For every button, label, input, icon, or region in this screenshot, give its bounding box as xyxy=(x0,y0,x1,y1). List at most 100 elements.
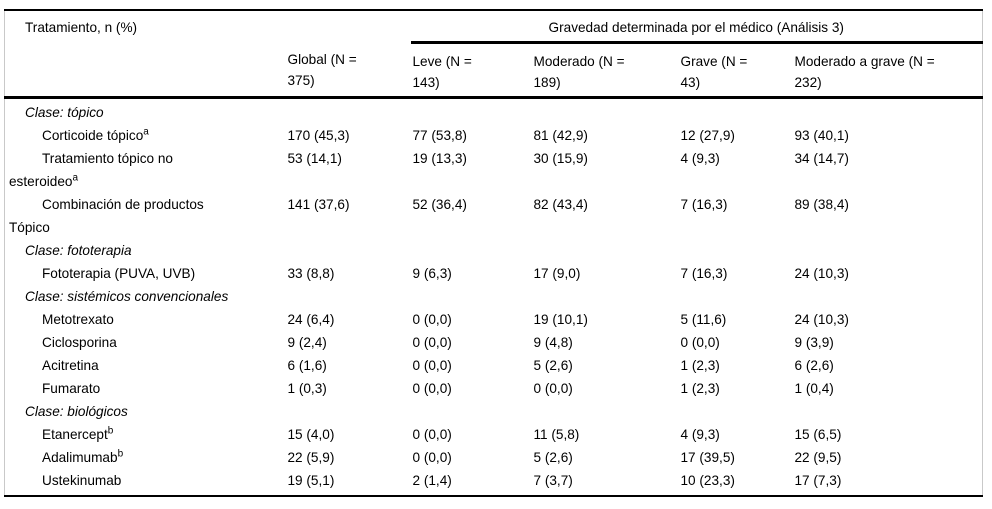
value-cell: 4 (9,3) xyxy=(680,150,720,166)
treatment-name-cell: Tratamiento tópico no esteroideoa xyxy=(5,147,286,193)
column-header-text: Moderado a grave (N = xyxy=(794,53,935,69)
treatment-row: Combinación de productos Tópico 141 (37,6)… xyxy=(5,193,983,239)
value-cell: 0 (0,0) xyxy=(533,380,573,396)
treatment-row: Fumarato 1 (0,3) 0 (0,0) 0 (0,0) 1 (2,3) 1 (0… xyxy=(5,377,983,400)
value-cell: 19 (5,1) xyxy=(287,472,335,488)
value-cell: 53 (14,1) xyxy=(287,150,342,166)
treatment-row: Acitretina 6 (1,6) 0 (0,0) 5 (2,6) 1 (2,3) 6 … xyxy=(5,354,983,377)
value-cell: 1 (2,3) xyxy=(680,357,720,373)
column-header: Moderado (N = 189) xyxy=(531,42,679,99)
treatment-name-cell: Metotrexato xyxy=(5,308,286,331)
column-header-row: Global (N = 375) Leve (N = 143) Moderado (N … xyxy=(4,42,983,99)
treatment-row: Metotrexato 24 (6,4) 0 (0,0) 19 (10,1) 5 (11… xyxy=(5,308,983,331)
group-header-spacer xyxy=(286,10,411,42)
value-cell: 34 (14,7) xyxy=(794,150,849,166)
column-header-text: 143) xyxy=(412,74,440,90)
value-cell: 6 (2,6) xyxy=(794,357,834,373)
treatment-name-text: Corticoide tópico xyxy=(42,127,144,143)
class-row: Clase: biológicos xyxy=(5,400,983,423)
class-label: Clase: tópico xyxy=(25,104,104,120)
value-cell: 6 (1,6) xyxy=(287,357,327,373)
column-header-text: 375) xyxy=(287,73,315,88)
treatment-name-text: Acitretina xyxy=(42,357,99,373)
treatment-name-cell: Acitretina xyxy=(5,354,286,377)
value-cell: 7 (16,3) xyxy=(680,196,728,212)
treatment-row: Tratamiento tópico no esteroideoa 53 (14,1… xyxy=(5,147,983,193)
column-header-text: 232) xyxy=(794,74,822,90)
value-cell: 15 (4,0) xyxy=(287,426,335,442)
value-cell: 5 (11,6) xyxy=(680,311,727,327)
value-cell: 82 (43,4) xyxy=(533,196,588,212)
value-cell: 0 (0,0) xyxy=(680,334,720,350)
value-cell: 4 (9,3) xyxy=(680,426,720,442)
footnote-marker: a xyxy=(143,125,149,137)
treatment-name-cell: Combinación de productos Tópico xyxy=(5,193,286,239)
value-cell: 170 (45,3) xyxy=(287,127,350,143)
treatment-name-cell: Fumarato xyxy=(5,377,286,400)
value-cell: 7 (16,3) xyxy=(680,265,728,281)
value-cell: 24 (10,3) xyxy=(794,265,849,281)
class-label: Clase: biológicos xyxy=(25,403,128,419)
value-cell: 17 (9,0) xyxy=(533,265,581,281)
footnote-marker: b xyxy=(107,424,114,436)
treatment-name-text: Etanercept xyxy=(42,426,108,442)
value-cell: 141 (37,6) xyxy=(287,196,350,212)
value-cell: 52 (36,4) xyxy=(412,196,467,212)
treatment-name-cell: Ustekinumab xyxy=(5,469,286,496)
value-cell: 0 (0,0) xyxy=(412,380,452,396)
value-cell: 93 (40,1) xyxy=(794,127,849,143)
class-row: Clase: fototerapia xyxy=(5,239,983,262)
class-row: Clase: sistémicos convencionales xyxy=(5,285,983,308)
table-body: Clase: tópico Corticoide tópicoa 170 (45,3… xyxy=(5,97,983,496)
value-cell: 81 (42,9) xyxy=(533,127,588,143)
class-label: Clase: sistémicos convencionales xyxy=(25,288,229,304)
value-cell: 11 (5,8) xyxy=(533,426,580,442)
treatment-name-cell: Ciclosporina xyxy=(5,331,286,354)
paper-table-page: Tratamiento, n (%) Gravedad determinada … xyxy=(0,9,992,509)
column-header: Global (N = 375) xyxy=(285,42,411,99)
treatment-row: Corticoide tópicoa 170 (45,3) 77 (53,8) 81 … xyxy=(5,124,983,147)
treatment-row: Fototerapia (PUVA, UVB) 33 (8,8) 9 (6,3) 17… xyxy=(5,262,983,285)
treatment-name-text: Adalimumab xyxy=(42,449,118,465)
value-cell: 19 (13,3) xyxy=(412,150,467,166)
value-cell: 10 (23,3) xyxy=(680,472,735,488)
column-header: Leve (N = 143) xyxy=(410,42,532,99)
treatment-row: Etanerceptb 15 (4,0) 0 (0,0) 11 (5,8) 4 (9,3… xyxy=(5,423,983,446)
value-cell: 19 (10,1) xyxy=(533,311,588,327)
value-cell: 0 (0,0) xyxy=(412,334,452,350)
value-cell: 33 (8,8) xyxy=(287,265,335,281)
treatment-name-cell: Fototerapia (PUVA, UVB) xyxy=(5,262,286,285)
class-row: Clase: tópico xyxy=(5,97,983,124)
value-cell: 1 (0,4) xyxy=(794,380,834,396)
group-header-row: Tratamiento, n (%) Gravedad determinada … xyxy=(5,10,983,44)
treatment-name-text: Tratamiento tópico no xyxy=(42,150,173,166)
column-header-spacer xyxy=(4,42,286,99)
value-cell: 24 (6,4) xyxy=(287,311,335,327)
value-cell: 9 (4,8) xyxy=(533,334,573,350)
treatment-name-cell: Corticoide tópicoa xyxy=(5,124,286,147)
value-cell: 0 (0,0) xyxy=(412,357,452,373)
group-header: Gravedad determinada por el médico (Anál… xyxy=(410,10,983,44)
value-cell: 17 (7,3) xyxy=(794,472,842,488)
treatment-name-cell: Etanerceptb xyxy=(5,423,286,446)
treatment-name-text: Ciclosporina xyxy=(42,334,117,350)
treatment-name-text: Fumarato xyxy=(42,380,101,396)
treatment-name-cell: Adalimumabb xyxy=(5,446,286,469)
value-cell: 12 (27,9) xyxy=(680,127,735,143)
value-cell: 89 (38,4) xyxy=(794,196,849,212)
treatment-severity-table: Tratamiento, n (%) Gravedad determinada … xyxy=(4,9,983,497)
footnote-marker: a xyxy=(72,171,79,183)
value-cell: 0 (0,0) xyxy=(412,449,452,465)
value-cell: 0 (0,0) xyxy=(412,426,452,442)
treatment-row: Adalimumabb 22 (5,9) 0 (0,0) 5 (2,6) 17 (39,… xyxy=(5,446,983,469)
treatment-name-text: Ustekinumab xyxy=(42,472,122,488)
value-cell: 5 (2,6) xyxy=(533,449,573,465)
value-cell: 2 (1,4) xyxy=(412,472,452,488)
footnote-marker: b xyxy=(117,447,124,459)
value-cell: 9 (2,4) xyxy=(287,334,327,350)
class-label: Clase: fototerapia xyxy=(25,242,132,258)
column-header-text: Moderado (N = xyxy=(533,53,625,69)
corner-header: Tratamiento, n (%) xyxy=(25,20,138,35)
column-header-text: Grave (N = xyxy=(680,53,748,69)
treatment-name-text: esteroideo xyxy=(9,173,73,189)
